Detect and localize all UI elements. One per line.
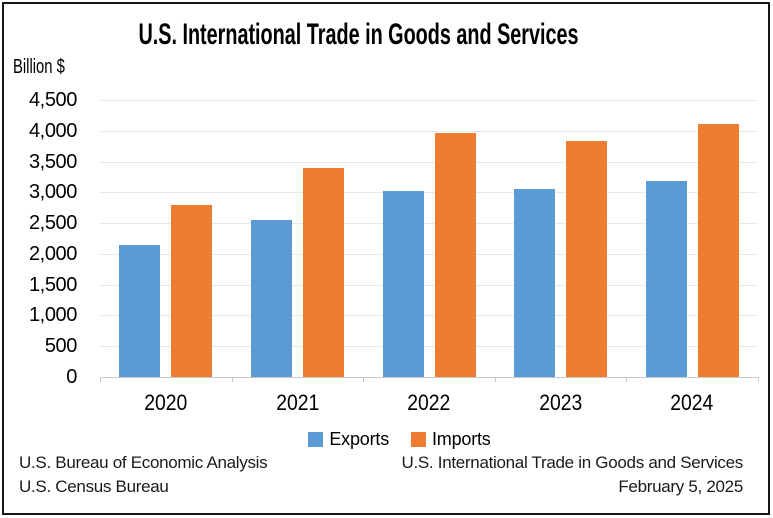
x-axis-label-2022: 2022 (407, 390, 451, 415)
x-axis-tick (494, 377, 496, 382)
x-axis-tick (100, 377, 101, 382)
plot-area: 2020 2021 2022 2023 2024 (100, 100, 759, 414)
y-axis-tick-label: 3,500 (28, 150, 77, 173)
y-axis-tick-label: 500 (44, 335, 78, 358)
gridline-3500 (100, 161, 758, 163)
y-axis-unit-label: Billion $ (13, 56, 65, 78)
x-axis-tick (363, 377, 365, 382)
exports-swatch (308, 432, 324, 447)
gridline-500 (100, 346, 758, 348)
gridline-2000 (100, 253, 758, 255)
y-axis-tick-label: 1,000 (28, 304, 77, 327)
footer-release-info: U.S. International Trade in Goods and Se… (401, 451, 743, 499)
legend-label-imports: Imports (432, 429, 491, 449)
x-axis-tick (758, 377, 759, 382)
y-axis-tick-label: 3,000 (28, 181, 77, 204)
y-axis-labels: 0 500 1,000 1,500 2,000 2,500 3,000 3,500 4,000 4… (0, 90, 78, 387)
bar-imports-2024 (697, 124, 739, 377)
source-line-1: U.S. Bureau of Economic Analysis (19, 453, 268, 472)
legend-item-imports: Imports (411, 429, 491, 450)
gridline-1500 (100, 284, 758, 286)
footer-release-title: U.S. International Trade in Goods and Se… (401, 453, 743, 472)
y-axis-tick-label: 0 (66, 366, 77, 388)
bar-exports-2021 (250, 220, 292, 377)
bar-exports-2020 (119, 244, 161, 377)
x-axis-tick (231, 377, 233, 382)
legend: Exports Imports (26, 429, 773, 450)
chart-title: U.S. International Trade in Goods and Se… (138, 18, 579, 51)
gridline-4000 (100, 130, 758, 132)
x-axis-tick (626, 377, 628, 382)
y-axis-tick-label: 2,000 (28, 242, 77, 265)
legend-item-exports: Exports (308, 429, 389, 450)
bar-imports-2022 (434, 132, 476, 377)
source-line-2: U.S. Census Bureau (19, 477, 169, 496)
bar-imports-2023 (566, 140, 608, 377)
bar-exports-2022 (382, 191, 424, 377)
x-axis-label-2024: 2024 (670, 390, 714, 415)
x-axis-label-2020: 2020 (144, 390, 188, 415)
footer-release-date: February 5, 2025 (618, 477, 743, 496)
y-axis-tick-label: 4,500 (28, 89, 77, 111)
y-axis-tick-label: 1,500 (28, 273, 77, 296)
x-axis-label-2023: 2023 (539, 390, 583, 415)
x-axis-line (100, 377, 758, 378)
gridline-4500 (100, 100, 758, 101)
source-attribution: U.S. Bureau of Economic Analysis U.S. Ce… (19, 451, 268, 499)
bar-exports-2023 (514, 189, 556, 377)
gridline-3000 (100, 192, 758, 194)
gridline-1000 (100, 315, 758, 317)
y-axis-tick-label: 4,000 (28, 119, 77, 142)
bar-imports-2020 (171, 204, 213, 377)
gridline-2500 (100, 223, 758, 225)
y-axis-tick-label: 2,500 (28, 212, 77, 235)
legend-label-exports: Exports (329, 429, 389, 449)
imports-swatch (411, 432, 426, 447)
bar-exports-2024 (645, 180, 687, 377)
x-axis-label-2021: 2021 (275, 390, 319, 415)
bar-imports-2021 (302, 167, 344, 377)
